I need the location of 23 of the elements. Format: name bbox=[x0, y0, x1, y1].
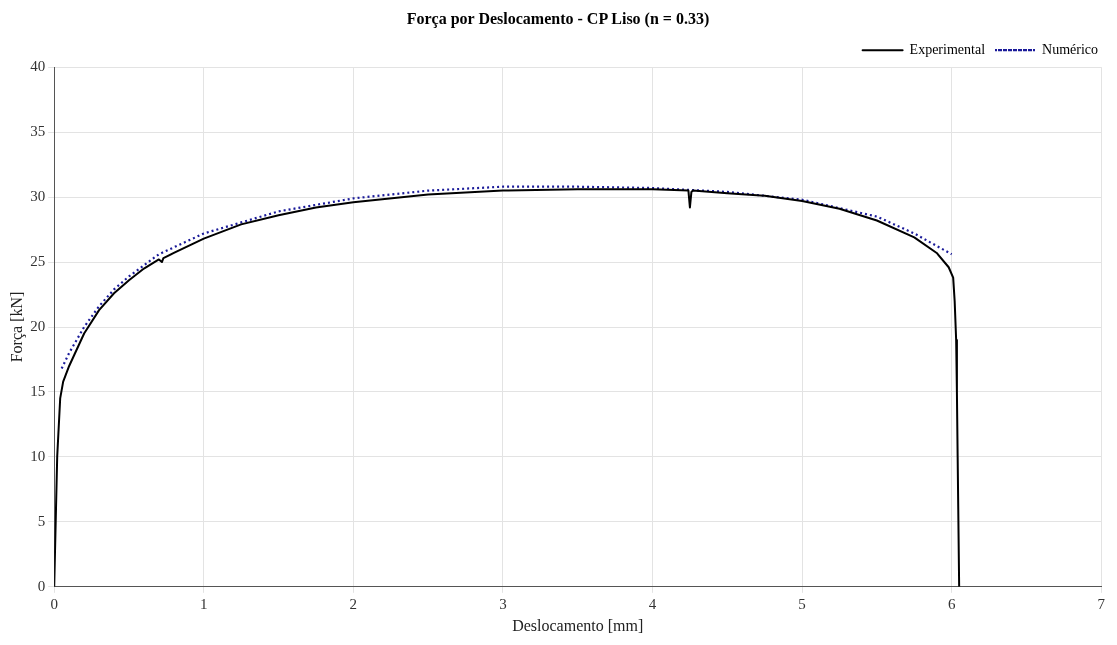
y-tick-label: 10 bbox=[30, 447, 46, 464]
y-tick-label: 20 bbox=[30, 317, 46, 334]
x-tick-label: 7 bbox=[1097, 595, 1106, 612]
legend-label: Experimental bbox=[909, 41, 986, 57]
chart-title: Força por Deslocamento - CP Liso (n = 0.33) bbox=[406, 9, 710, 28]
x-tick-label: 1 bbox=[200, 595, 208, 612]
x-tick-label: 4 bbox=[648, 595, 657, 612]
y-axis-title: Força [kN] bbox=[7, 291, 26, 363]
x-tick-label: 0 bbox=[50, 595, 58, 612]
y-tick-label: 30 bbox=[30, 188, 46, 205]
y-tick-label: 25 bbox=[30, 252, 46, 269]
x-tick-label: 3 bbox=[499, 595, 507, 612]
y-tick-label: 15 bbox=[30, 382, 46, 399]
y-tick-label: 0 bbox=[37, 577, 46, 594]
x-tick-label: 6 bbox=[947, 595, 956, 612]
line-series bbox=[60, 185, 953, 370]
legend-label: Numérico bbox=[1042, 41, 1098, 57]
x-tick-label: 2 bbox=[349, 595, 358, 612]
y-tick-label: 40 bbox=[30, 58, 46, 75]
y-tick-label: 5 bbox=[37, 512, 46, 529]
x-axis-title: Deslocamento [mm] bbox=[512, 616, 644, 634]
y-tick-label: 35 bbox=[30, 123, 46, 140]
x-tick-label: 5 bbox=[798, 595, 806, 612]
